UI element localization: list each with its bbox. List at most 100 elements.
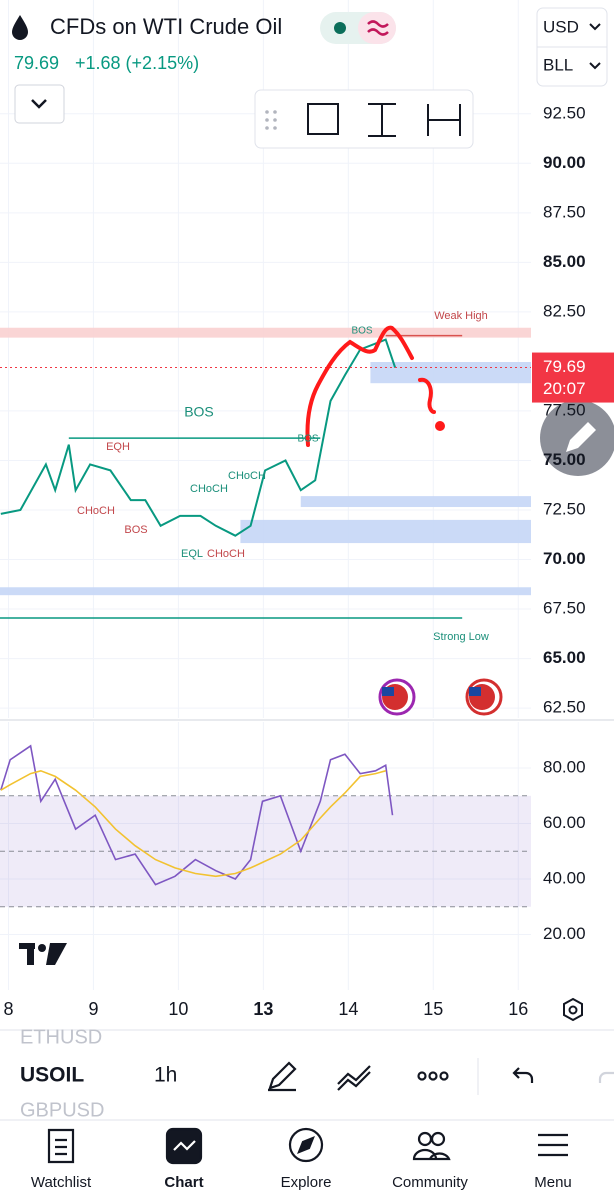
undo[interactable] bbox=[512, 1067, 534, 1083]
price-change: +1.68 (+2.15%) bbox=[75, 53, 199, 73]
collapse-button[interactable] bbox=[14, 84, 65, 124]
y-tick-label: 70.00 bbox=[543, 549, 586, 568]
compass-needle bbox=[297, 1136, 315, 1154]
symbol-item[interactable]: ETHUSD bbox=[20, 1026, 102, 1048]
zone bbox=[0, 327, 531, 338]
x-tick-label: 16 bbox=[508, 999, 528, 1019]
community-icon-part bbox=[412, 1148, 451, 1161]
tv-logo bbox=[19, 943, 67, 965]
interval[interactable]: 1h bbox=[154, 1064, 177, 1087]
annotation: EQH bbox=[106, 441, 130, 453]
trend-tool[interactable] bbox=[337, 1065, 371, 1091]
annotation: CHoCH bbox=[77, 505, 115, 517]
annotation: CHoCH bbox=[228, 470, 266, 482]
chevrons bbox=[589, 23, 601, 70]
y-tick-label: 85.00 bbox=[543, 252, 586, 271]
x-tick-label: 10 bbox=[168, 999, 188, 1019]
last-price: 79.69 bbox=[14, 53, 59, 73]
y-tick-label: 62.50 bbox=[543, 698, 586, 717]
delay-icon bbox=[367, 20, 389, 36]
settings-icon[interactable] bbox=[563, 997, 583, 1022]
annotation: CHoCH bbox=[190, 483, 228, 495]
price-tag-countdown: 20:07 bbox=[543, 379, 586, 398]
currency: USD bbox=[543, 17, 579, 36]
y-tick-label: 92.50 bbox=[543, 103, 586, 122]
status-pill-part bbox=[358, 12, 396, 44]
nav-label: Watchlist bbox=[31, 1174, 92, 1191]
watchlist-icon[interactable] bbox=[47, 1128, 75, 1164]
explore-icon[interactable] bbox=[288, 1127, 324, 1163]
symbol-item[interactable]: GBPUSD bbox=[20, 1099, 104, 1121]
drawn-stroke bbox=[418, 377, 436, 414]
market-open-dot bbox=[334, 22, 346, 34]
community-icon-part bbox=[430, 1131, 446, 1147]
menu-icon[interactable] bbox=[538, 1133, 568, 1157]
annotation: BOS bbox=[297, 434, 318, 445]
more-dot bbox=[439, 1071, 449, 1081]
x-tick-label: 8 bbox=[3, 999, 13, 1019]
nav-label: Menu bbox=[534, 1174, 572, 1191]
series-line bbox=[0, 338, 397, 537]
y-tick-label: 77.50 bbox=[543, 400, 586, 419]
symbol-item[interactable]: USOIL bbox=[20, 1064, 84, 1087]
pencil-icon bbox=[566, 422, 596, 452]
annotation: CHoCH bbox=[207, 548, 245, 560]
drawn-stroke bbox=[305, 325, 414, 447]
symbol-title: CFDs on WTI Crude Oil bbox=[50, 14, 282, 39]
more-dot bbox=[428, 1071, 438, 1081]
x-tick-label: 15 bbox=[423, 999, 443, 1019]
annotation: BOS bbox=[184, 404, 214, 420]
community-icon[interactable] bbox=[417, 1131, 433, 1147]
drag-handle bbox=[265, 110, 277, 130]
x-tick-label: 14 bbox=[338, 999, 358, 1019]
hand-drawing bbox=[305, 325, 445, 447]
price-tag bbox=[532, 352, 614, 403]
date-range-tool[interactable] bbox=[427, 104, 461, 136]
y-tick-label: 82.50 bbox=[543, 301, 586, 320]
price-tag-value: 79.69 bbox=[543, 357, 586, 376]
drawn-dot bbox=[435, 421, 445, 431]
plot-layer bbox=[0, 327, 531, 908]
annotation: Weak High bbox=[434, 310, 488, 322]
zone bbox=[240, 519, 531, 544]
nav-label: Explore bbox=[281, 1174, 332, 1191]
y-tick-label: 72.50 bbox=[543, 499, 586, 518]
y-tick-label: 60.00 bbox=[543, 813, 586, 832]
y-tick-label: 65.00 bbox=[543, 648, 586, 667]
y-tick-label: 67.50 bbox=[543, 599, 586, 618]
nav-label: Community bbox=[392, 1174, 468, 1191]
nav-icons bbox=[47, 1127, 568, 1165]
chart-icon-line bbox=[173, 1140, 196, 1151]
unit: BLL bbox=[543, 55, 573, 74]
range-tool[interactable] bbox=[368, 103, 396, 137]
y-tick-label: 20.00 bbox=[543, 924, 586, 943]
y-tick-label: 75.00 bbox=[543, 450, 586, 469]
nav-label: Chart bbox=[164, 1174, 203, 1191]
tool-icons bbox=[268, 1061, 614, 1092]
annotation: Strong Low bbox=[433, 631, 489, 643]
annotation: BOS bbox=[351, 326, 372, 337]
series-line bbox=[0, 744, 394, 886]
redo[interactable] bbox=[598, 1071, 614, 1083]
brush-tool[interactable] bbox=[268, 1061, 297, 1092]
y-tick-label: 40.00 bbox=[543, 869, 586, 888]
y-tick-label: 87.50 bbox=[543, 202, 586, 221]
annotation: BOS bbox=[124, 524, 147, 536]
toolbar-icons bbox=[307, 103, 461, 137]
oil-icon bbox=[12, 15, 28, 40]
zone bbox=[0, 587, 531, 596]
zone bbox=[300, 496, 531, 508]
more-dot[interactable] bbox=[417, 1071, 427, 1081]
event-flags bbox=[378, 678, 503, 716]
x-tick-label: 9 bbox=[88, 999, 98, 1019]
rect-tool[interactable] bbox=[307, 103, 339, 135]
flag-canton bbox=[469, 687, 481, 696]
y-tick-label: 80.00 bbox=[543, 758, 586, 777]
settings-dot bbox=[568, 1005, 578, 1015]
series-line bbox=[0, 769, 386, 878]
x-tick-label: 13 bbox=[253, 999, 273, 1019]
y-tick-label: 90.00 bbox=[543, 153, 586, 172]
chevron-icon bbox=[31, 99, 47, 109]
